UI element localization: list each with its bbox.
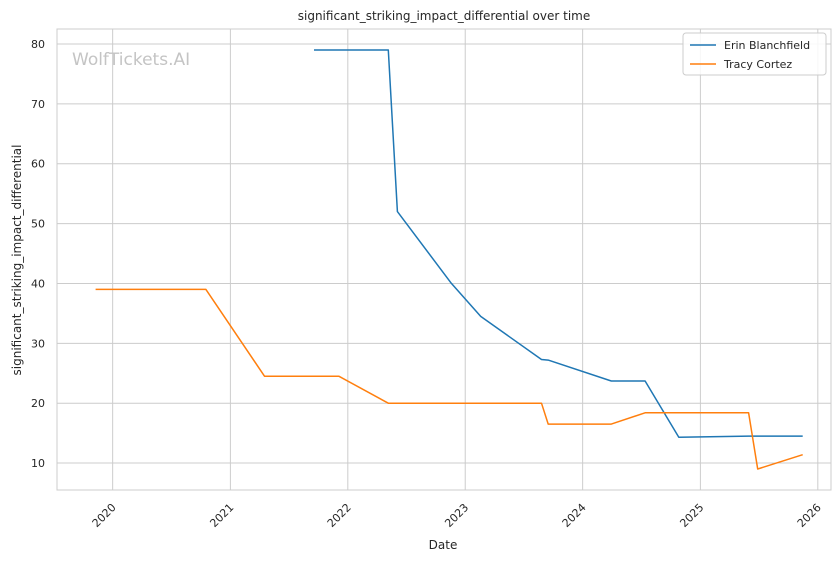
x-tick-label: 2023 (442, 501, 471, 530)
x-tick-label: 2020 (90, 501, 119, 530)
chart-title: significant_striking_impact_differential… (298, 9, 590, 23)
y-tick-label: 40 (31, 277, 45, 290)
x-axis-ticks: 2020 2021 2022 2023 2024 2025 2026 (90, 501, 824, 530)
x-tick-label: 2021 (207, 501, 236, 530)
y-tick-label: 50 (31, 218, 45, 231)
y-tick-label: 60 (31, 158, 45, 171)
y-axis-title: significant_striking_impact_differential (10, 145, 24, 376)
series-line (314, 49, 803, 439)
series-line (95, 288, 803, 470)
y-tick-label: 80 (31, 38, 45, 51)
x-tick-label: 2026 (795, 501, 824, 530)
x-tick-label: 2025 (677, 501, 706, 530)
y-tick-label: 10 (31, 457, 45, 470)
y-tick-label: 20 (31, 397, 45, 410)
legend-box (682, 32, 827, 76)
series-layer (95, 49, 803, 470)
plot-area-frame (56, 28, 832, 491)
y-tick-label: 30 (31, 337, 45, 350)
grid (57, 29, 831, 490)
watermark: WolfTickets.AI (72, 50, 190, 70)
y-axis-ticks: 10 20 30 40 50 60 70 80 (31, 38, 45, 470)
x-tick-label: 2022 (325, 501, 354, 530)
legend: Erin Blanchfield Tracy Cortez (682, 32, 827, 76)
y-tick-label: 70 (31, 98, 45, 111)
legend-label: Tracy Cortez (723, 58, 792, 71)
x-tick-label: 2024 (560, 501, 589, 530)
x-axis-title: Date (429, 538, 458, 552)
legend-label: Erin Blanchfield (724, 39, 810, 52)
